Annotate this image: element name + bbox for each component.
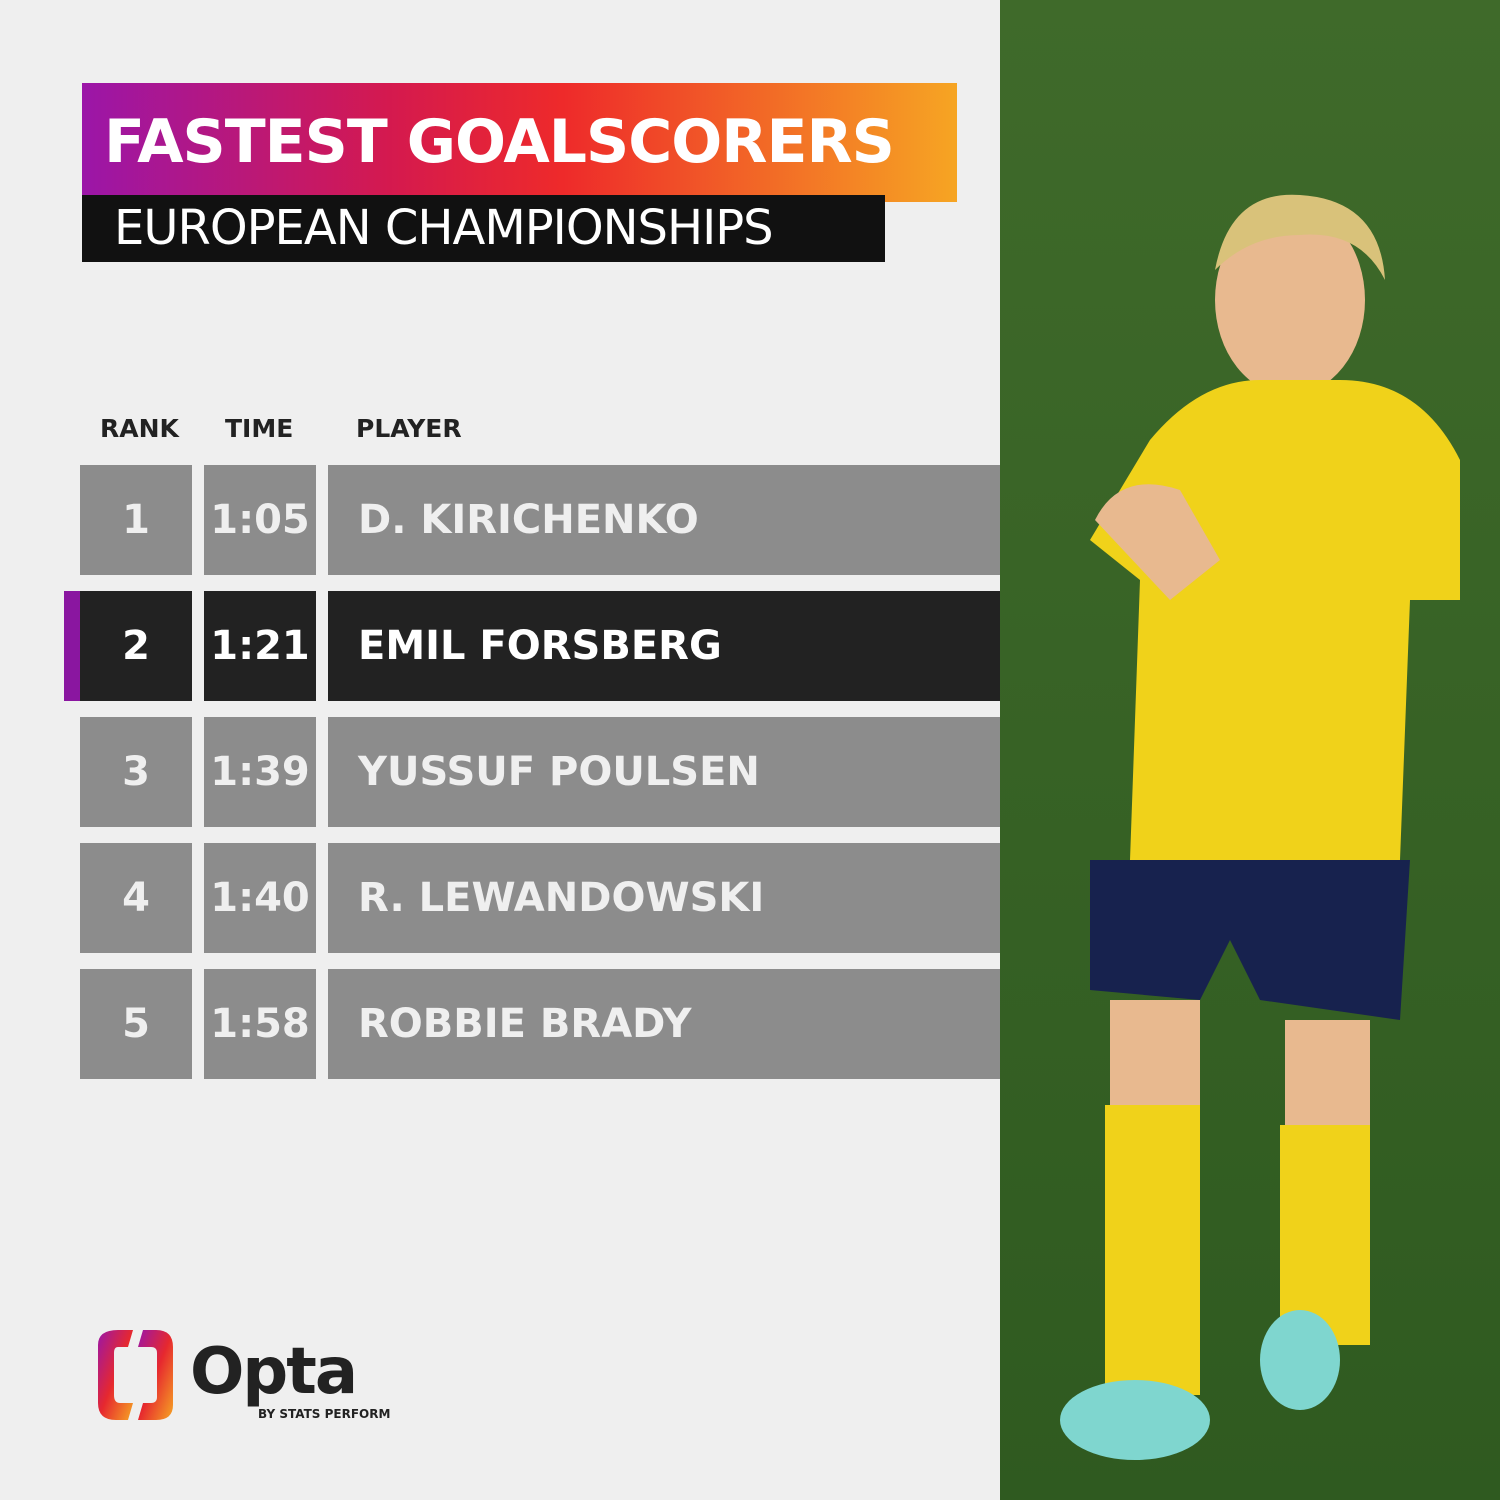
time-cell: 1:58 [204, 969, 316, 1079]
player-cell: R. LEWANDOWSKI [328, 843, 1000, 953]
player-cell: D. KIRICHENKO [328, 465, 1000, 575]
time-cell: 1:05 [204, 465, 316, 575]
rank-cell: 4 [80, 843, 192, 953]
highlight-bar [64, 591, 80, 701]
title-banner [82, 83, 957, 202]
player-cell: YUSSUF POULSEN [328, 717, 1000, 827]
player-photo [1000, 0, 1500, 1500]
logo-byline: BY STATS PERFORM [258, 1407, 391, 1421]
rank-cell: 3 [80, 717, 192, 827]
time-cell: 1:40 [204, 843, 316, 953]
title: FASTEST GOALSCORERS [104, 107, 895, 177]
column-header: PLAYER [356, 414, 462, 443]
logo-mark [98, 1330, 173, 1420]
logo-text: Opta [190, 1335, 358, 1409]
column-header: TIME [225, 414, 294, 443]
rank-cell: 5 [80, 969, 192, 1079]
subtitle: EUROPEAN CHAMPIONSHIPS [114, 200, 774, 256]
player-cell: EMIL FORSBERG [328, 591, 1000, 701]
rank-cell: 2 [80, 591, 192, 701]
player-cell: ROBBIE BRADY [328, 969, 1000, 1079]
time-cell: 1:39 [204, 717, 316, 827]
column-header: RANK [100, 414, 179, 443]
time-cell: 1:21 [204, 591, 316, 701]
rank-cell: 1 [80, 465, 192, 575]
subtitle-banner [82, 195, 885, 262]
